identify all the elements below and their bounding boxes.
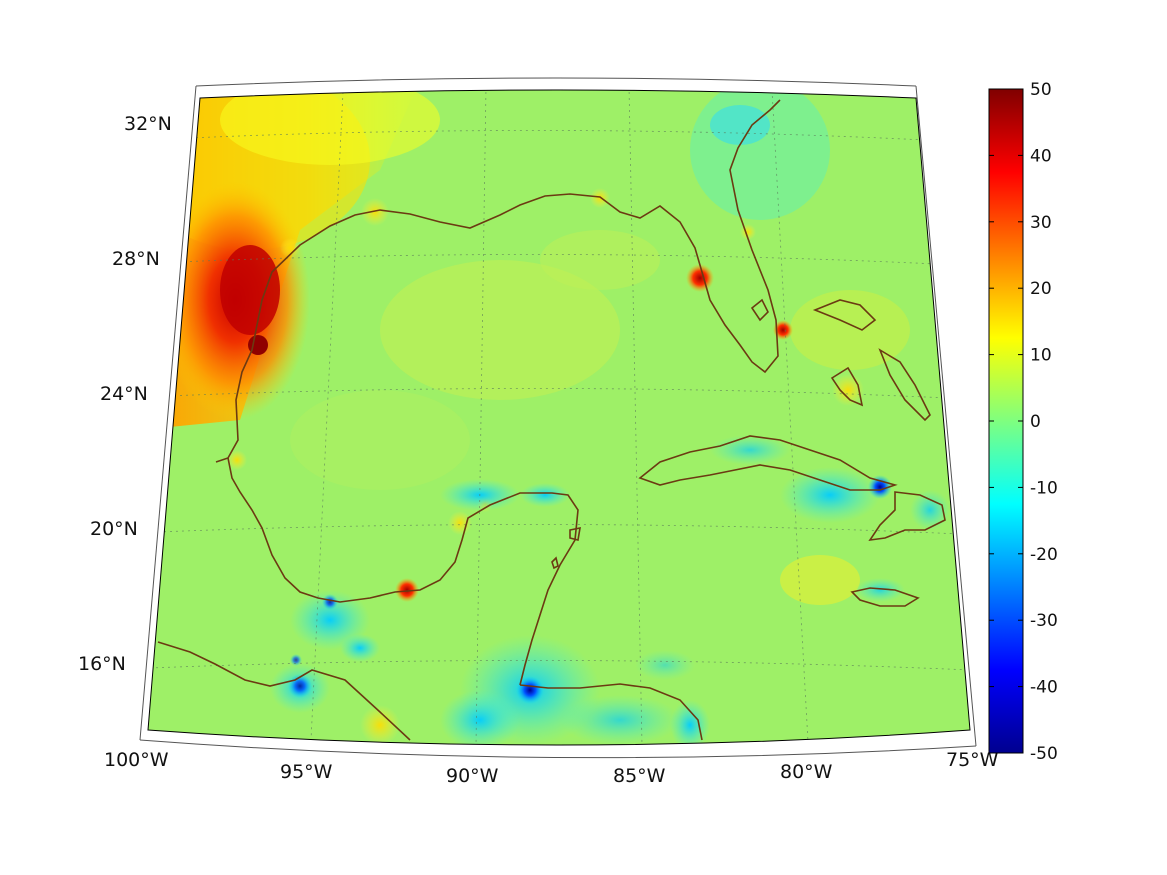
jamaica: [850, 587, 920, 607]
mexico-coast: [227, 457, 579, 686]
meridian-90w: [475, 90, 487, 745]
cuba: [638, 435, 898, 491]
colorbar-tick-label: -20: [1030, 545, 1058, 565]
lon-label-80w: 80°W: [780, 761, 833, 783]
lat-label-28n: 28°N: [112, 248, 160, 270]
hispaniola: [868, 491, 946, 542]
coastlines: [157, 99, 946, 741]
us-gulf-coast: [215, 99, 781, 463]
island-cozumel: [551, 556, 559, 570]
meridian-95w: [310, 91, 344, 741]
lon-label-95w: 95°W: [280, 761, 333, 783]
lat-label-24n: 24°N: [100, 383, 148, 405]
data-field: [148, 90, 970, 745]
lake-okeechobee: [750, 298, 769, 322]
meridian-85w: [628, 90, 643, 745]
colorbar-tick-label: 20: [1030, 279, 1052, 299]
lon-label-100w: 100°W: [104, 749, 169, 771]
lat-label-32n: 32°N: [124, 113, 172, 135]
colorbar-tick-label: -40: [1030, 678, 1058, 698]
colorbar-tick-label: 30: [1030, 213, 1052, 233]
colorbar-tick-label: -30: [1030, 611, 1058, 631]
longitude-labels: 100°W 95°W 90°W 85°W 80°W 75°W: [104, 749, 999, 787]
central-america-coast: [519, 683, 703, 741]
colorbar-tick-label: 0: [1030, 412, 1041, 432]
colorbar-ramp: [988, 88, 1024, 754]
colorbar-ticks: 50 40 30 20 10 0 -10 -20 -30 -40 -50: [989, 80, 1058, 764]
pacific-coast: [157, 641, 411, 741]
bahamas-1: [830, 366, 864, 407]
parallel-32n: [189, 130, 926, 141]
colorbar-tick-label: 50: [1030, 80, 1052, 100]
colorbar-tick-label: -10: [1030, 478, 1058, 498]
bahamas-3: [878, 348, 931, 422]
map-frame: [139, 77, 977, 759]
lat-label-20n: 20°N: [90, 518, 138, 540]
colorbar-tick-label: 10: [1030, 346, 1052, 366]
lat-label-16n: 16°N: [78, 653, 126, 675]
lon-label-75w: 75°W: [946, 749, 999, 771]
colorbar-tick-label: 40: [1030, 146, 1052, 166]
colorbar-tick-label: -50: [1030, 744, 1058, 764]
parallel-20n: [157, 524, 961, 535]
lon-label-85w: 85°W: [613, 765, 666, 787]
colorbar: 50 40 30 20 10 0 -10 -20 -30 -40 -50: [988, 80, 1058, 764]
bahamas-2: [812, 299, 877, 331]
lon-label-90w: 90°W: [446, 765, 499, 787]
latitude-labels: 32°N 28°N 24°N 20°N 16°N: [78, 113, 172, 675]
meridian-80w: [771, 90, 809, 743]
parallel-16n: [149, 660, 970, 671]
yucatan-lagoon: [569, 526, 581, 541]
